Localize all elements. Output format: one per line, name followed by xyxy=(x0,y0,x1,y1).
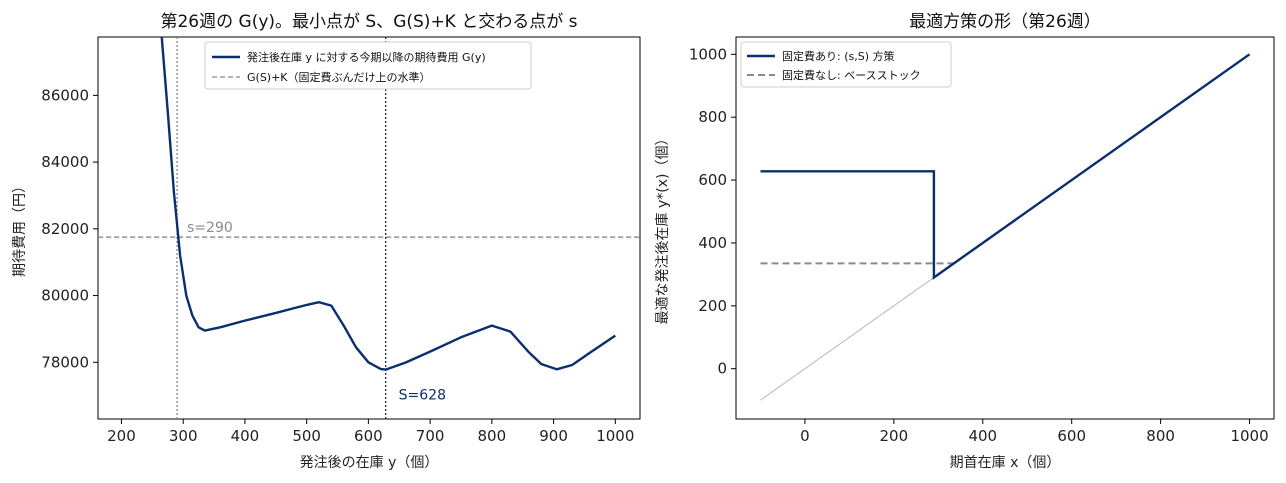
left-x-tick-label: 200 xyxy=(107,427,136,445)
left-x-tick-label: 300 xyxy=(169,427,198,445)
right-x-tick-label: 1000 xyxy=(1230,427,1268,445)
g-curve-chart: 第26週の G(y)。最小点が S、G(S)+K と交わる点が s 200 300… xyxy=(12,12,641,471)
right-x-ticks: 0 200 400 600 800 1000 xyxy=(800,419,1269,445)
left-legend: 発注後在庫 y に対する今期以降の期待費用 G(y) G(S)+K（固定費ぶんだ… xyxy=(204,41,532,90)
left-y-ticks: 78000 80000 82000 84000 86000 xyxy=(41,86,98,371)
policy-chart: 最適方策の形（第26週） 0 200 400 600 800 1000 0 200 400 60… xyxy=(654,12,1275,471)
right-x-tick-label: 400 xyxy=(968,427,997,445)
left-y-tick-label: 80000 xyxy=(41,287,89,305)
right-y-tick-label: 600 xyxy=(698,171,727,189)
left-x-tick-label: 700 xyxy=(416,427,445,445)
legend-gsk-label: G(S)+K（固定費ぶんだけ上の水準） xyxy=(247,70,431,84)
legend-g-curve-label: 発注後在庫 y に対する今期以降の期待費用 G(y) xyxy=(247,50,486,64)
left-x-tick-label: 1000 xyxy=(596,427,634,445)
right-x-tick-label: 200 xyxy=(880,427,909,445)
left-x-tick-label: 900 xyxy=(539,427,568,445)
right-x-tick-label: 800 xyxy=(1146,427,1175,445)
right-x-axis-label: 期首在庫 x（個） xyxy=(950,454,1061,471)
left-x-tick-label: 400 xyxy=(231,427,260,445)
right-y-tick-label: 400 xyxy=(698,234,727,252)
left-y-tick-label: 86000 xyxy=(41,86,89,104)
left-y-tick-label: 82000 xyxy=(41,220,89,238)
left-x-tick-label: 800 xyxy=(478,427,507,445)
right-y-ticks: 0 200 400 600 800 1000 xyxy=(689,45,736,378)
left-x-tick-label: 600 xyxy=(354,427,383,445)
left-plot-frame xyxy=(97,36,641,420)
ss-policy-line xyxy=(760,53,1251,280)
left-y-tick-label: 78000 xyxy=(41,353,89,371)
legend-ss-label: 固定費あり: (s,S) 方策 xyxy=(782,49,895,63)
left-x-ticks: 200 300 400 500 600 700 800 900 1000 xyxy=(107,419,634,445)
right-legend: 固定費あり: (s,S) 方策 固定費なし: ベースストック xyxy=(740,41,952,88)
left-y-axis-label: 期待費用（円） xyxy=(12,179,28,277)
legend-base-label: 固定費なし: ベースストック xyxy=(782,68,921,82)
left-y-tick-label: 84000 xyxy=(41,153,89,171)
right-chart-title: 最適方策の形（第26週） xyxy=(909,12,1101,32)
left-chart-title: 第26週の G(y)。最小点が S、G(S)+K と交わる点が s xyxy=(160,12,577,32)
right-y-axis-label: 最適な発注後在庫 y*(x)（個） xyxy=(654,132,671,325)
g-curve-line xyxy=(160,37,616,371)
left-x-axis-label: 発注後の在庫 y（個） xyxy=(300,454,439,471)
S-annotation: S=628 xyxy=(399,388,446,404)
s-annotation: s=290 xyxy=(187,220,233,236)
right-y-tick-label: 800 xyxy=(698,108,727,126)
left-x-tick-label: 500 xyxy=(292,427,321,445)
right-y-tick-label: 0 xyxy=(717,360,727,378)
right-x-tick-label: 600 xyxy=(1057,427,1086,445)
right-x-tick-label: 0 xyxy=(800,427,810,445)
right-plot-frame xyxy=(735,36,1275,420)
right-y-tick-label: 200 xyxy=(698,297,727,315)
right-y-tick-label: 1000 xyxy=(689,45,727,63)
